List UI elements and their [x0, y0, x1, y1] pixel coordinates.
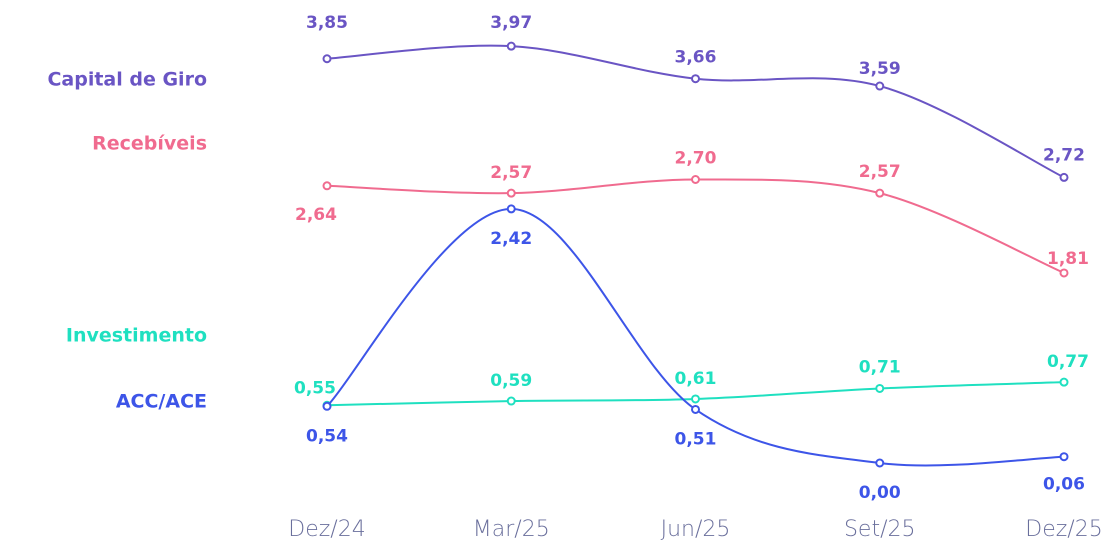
value-label: 3,85 — [306, 13, 348, 33]
legend-label: Recebíveis — [92, 133, 207, 155]
value-label: 0,59 — [490, 371, 532, 391]
x-tick-label: Dez/24 — [288, 517, 365, 542]
value-label: 3,97 — [490, 13, 532, 33]
value-label: 1,81 — [1047, 249, 1089, 269]
value-label: 2,72 — [1043, 145, 1085, 165]
point — [322, 54, 332, 64]
point — [691, 175, 700, 184]
x-tick-label: Dez/25 — [1025, 517, 1102, 542]
value-label: 0,51 — [675, 429, 717, 449]
value-label: 0,55 — [294, 378, 336, 398]
value-label: 2,42 — [490, 229, 532, 249]
value-label: 0,00 — [859, 483, 901, 503]
point — [691, 404, 700, 414]
point — [322, 181, 332, 191]
point — [506, 204, 516, 214]
value-label: 0,71 — [859, 357, 901, 377]
value-label: 3,66 — [675, 48, 717, 68]
value-label: 2,57 — [490, 163, 532, 183]
point — [506, 396, 516, 406]
value-label: 0,61 — [675, 369, 717, 389]
value-label: 0,06 — [1043, 475, 1085, 495]
point — [506, 41, 516, 51]
point — [875, 81, 885, 91]
point — [691, 394, 700, 404]
value-label: 2,70 — [675, 149, 717, 169]
point — [875, 458, 885, 468]
series-line — [326, 207, 1065, 467]
value-label: 2,64 — [295, 205, 337, 225]
point — [1059, 377, 1069, 387]
x-tick-label: Mar/25 — [473, 517, 550, 542]
value-label: 0,54 — [306, 426, 348, 446]
point — [1059, 268, 1069, 278]
x-tick-label: Jun/25 — [661, 517, 731, 542]
point — [875, 188, 885, 198]
value-label: 2,57 — [859, 162, 901, 182]
value-label: 3,59 — [859, 59, 901, 79]
point — [506, 188, 516, 198]
point — [875, 383, 885, 393]
legend-label: Investimento — [66, 325, 207, 347]
point — [691, 74, 700, 84]
point — [1059, 172, 1069, 182]
value-label: 0,77 — [1047, 352, 1089, 372]
legend-label: ACC/ACE — [116, 391, 207, 413]
point — [1059, 452, 1069, 462]
x-tick-label: Set/25 — [844, 517, 916, 542]
point — [322, 401, 332, 411]
legend-label: Capital de Giro — [47, 69, 207, 91]
